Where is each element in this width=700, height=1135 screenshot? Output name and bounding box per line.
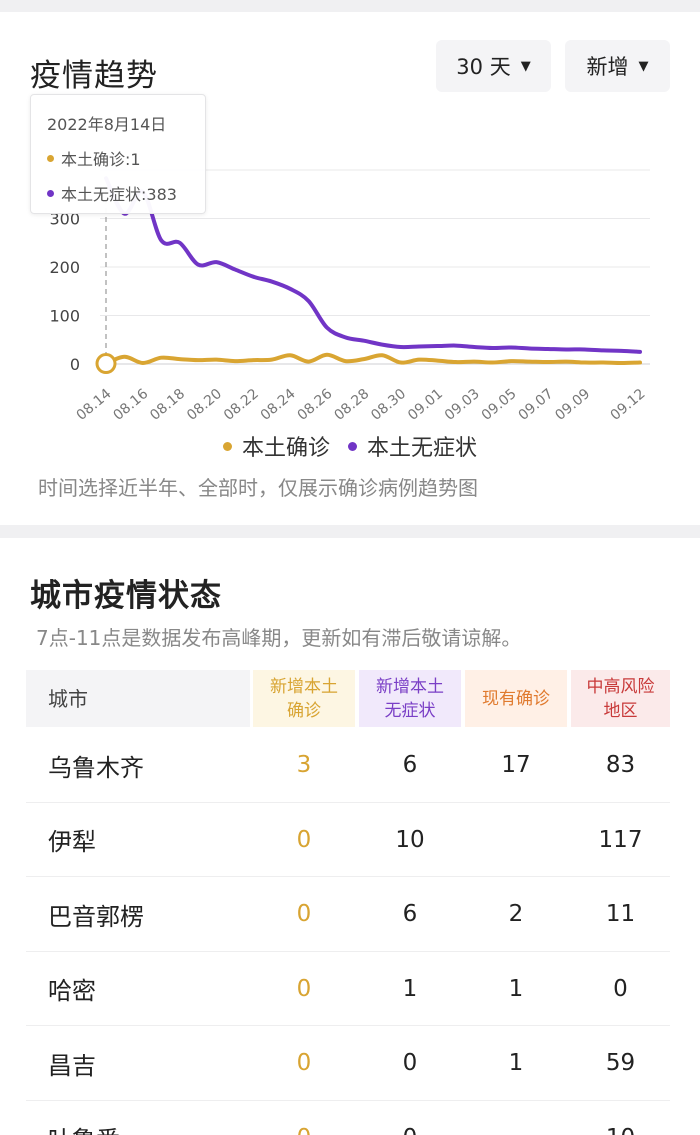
- x-tick-label: 08.26: [295, 386, 336, 424]
- y-tick-label: 100: [49, 307, 80, 326]
- table-row[interactable]: 吐鲁番 0 0 10: [26, 1101, 670, 1135]
- trend-note: 时间选择近半年、全部时，仅展示确诊病例趋势图: [38, 476, 478, 500]
- range-dropdown[interactable]: 30 天 ▼: [436, 40, 551, 92]
- current-confirmed-value: 17: [501, 752, 531, 778]
- city-name: 昌吉: [48, 1051, 96, 1080]
- tooltip-confirmed: 本土确诊:1: [61, 150, 141, 169]
- header-new-confirmed-label: 新增本土 确诊: [270, 676, 338, 721]
- y-tick-label: 300: [49, 210, 80, 229]
- x-tick-label: 09.12: [608, 386, 649, 424]
- chart-tooltip: 2022年8月14日 本土确诊:1 本土无症状:383: [30, 94, 206, 214]
- city-name: 伊犁: [48, 828, 96, 856]
- city-name: 哈密: [48, 977, 96, 1005]
- mode-dropdown[interactable]: 新增 ▼: [565, 40, 670, 92]
- x-tick-label: 08.18: [147, 386, 188, 424]
- x-tick-label: 09.01: [405, 386, 446, 424]
- x-tick-label: 08.30: [368, 386, 409, 424]
- new-confirmed-value: 0: [296, 901, 312, 927]
- city-note: 7点-11点是数据发布高峰期，更新如有滞后敬请谅解。: [36, 626, 522, 650]
- table-row[interactable]: 哈密 0 1 1 0: [26, 952, 670, 1026]
- x-tick-label: 09.05: [479, 386, 520, 424]
- highlight-point: [95, 353, 117, 375]
- new-asymptomatic-value: 1: [402, 975, 418, 1002]
- city-name: 巴音郭楞: [48, 902, 144, 931]
- x-tick-label: 09.03: [442, 386, 483, 424]
- current-confirmed-value: 2: [508, 901, 524, 927]
- header-new-confirmed[interactable]: 新增本土 确诊: [253, 670, 355, 727]
- table-header: 城市 新增本土 确诊 新增本土 无症状 现有确诊 中高风险 地区: [26, 670, 670, 727]
- table-row[interactable]: 昌吉 0 0 1 59: [26, 1026, 670, 1101]
- header-risk-areas-label: 中高风险 地区: [586, 676, 655, 721]
- new-confirmed-value: 3: [296, 752, 312, 778]
- risk-areas-value: 117: [598, 826, 643, 853]
- confirmed-dot-icon: [47, 154, 54, 162]
- y-tick-label: 200: [49, 258, 80, 277]
- mode-dropdown-label: 新增: [586, 55, 629, 79]
- x-tick-label: 08.14: [74, 386, 115, 424]
- chart-legend: 本土确诊 本土无症状: [0, 430, 700, 462]
- table-row[interactable]: 乌鲁木齐 3 6 17 83: [26, 728, 670, 803]
- table-row[interactable]: 伊犁 0 10 117: [26, 803, 670, 877]
- series-line-confirmed: [104, 352, 642, 366]
- risk-areas-value: 0: [613, 975, 628, 1002]
- new-confirmed-value: 0: [296, 1050, 312, 1076]
- risk-areas-value: 10: [571, 1101, 670, 1135]
- trend-card: 疫情趋势 30 天 ▼ 新增 ▼ 0 100 200 300 08.14 08.16 08.…: [0, 12, 700, 525]
- x-tick-label: 09.09: [552, 386, 593, 424]
- risk-areas-value: 83: [605, 752, 636, 778]
- caret-down-icon: ▼: [638, 58, 649, 74]
- header-current-confirmed[interactable]: 现有确诊: [465, 670, 567, 727]
- legend-dot-icon: [222, 441, 232, 451]
- x-tick-label: 08.22: [221, 386, 262, 424]
- x-tick-label: 08.28: [331, 386, 372, 424]
- header-new-asymptomatic[interactable]: 新增本土 无症状: [359, 670, 461, 727]
- tooltip-asymptomatic: 本土无症状:383: [61, 185, 177, 204]
- city-name: 乌鲁木齐: [48, 753, 144, 782]
- tooltip-date: 2022年8月14日: [47, 115, 167, 134]
- city-title: 城市疫情状态: [30, 578, 222, 614]
- x-tick-label: 09.07: [516, 386, 557, 424]
- legend-item-confirmed[interactable]: 本土确诊: [222, 430, 330, 462]
- city-name: 吐鲁番: [26, 1101, 250, 1135]
- new-asymptomatic-value: 6: [402, 752, 418, 778]
- trend-chart[interactable]: 0 100 200 300 08.1408.1608.1808.2008.2208.24…: [0, 12, 700, 432]
- new-asymptomatic-value: 0: [359, 1101, 461, 1135]
- risk-areas-value: 11: [605, 901, 636, 927]
- current-confirmed-value: 1: [508, 1050, 524, 1076]
- header-current-confirmed-label: 现有确诊: [482, 688, 550, 709]
- city-card: 城市疫情状态 7点-11点是数据发布高峰期，更新如有滞后敬请谅解。 城市 新增本…: [0, 538, 700, 1135]
- table-row[interactable]: 巴音郭楞 0 6 2 11: [26, 877, 670, 952]
- header-new-asymptomatic-label: 新增本土 无症状: [376, 676, 444, 721]
- legend-dot-icon: [348, 441, 357, 451]
- header-risk-areas[interactable]: 中高风险 地区: [571, 670, 670, 727]
- risk-areas-value: 59: [605, 1050, 636, 1076]
- legend-label: 本土确诊: [241, 436, 330, 461]
- city-table-body: 乌鲁木齐 3 6 17 83 伊犁 0 10 117 巴音郭楞 0 6 2 11…: [26, 728, 670, 1135]
- new-confirmed-value: 0: [296, 826, 312, 853]
- current-confirmed-value: 1: [508, 975, 524, 1002]
- current-confirmed-value: [465, 803, 567, 877]
- asymptomatic-dot-icon: [47, 189, 54, 197]
- x-tick-label: 08.24: [258, 386, 299, 424]
- x-tick-label: 08.16: [110, 386, 151, 424]
- x-tick-label: 08.20: [184, 386, 225, 424]
- range-dropdown-label: 30 天: [456, 55, 511, 79]
- series-line-asymptomatic: [104, 176, 642, 354]
- y-tick-label: 0: [70, 355, 80, 374]
- new-confirmed-value: 0: [253, 1101, 355, 1135]
- trend-title: 疫情趋势: [30, 58, 158, 94]
- new-asymptomatic-value: 6: [402, 901, 418, 927]
- caret-down-icon: ▼: [520, 58, 531, 74]
- new-asymptomatic-value: 10: [395, 826, 425, 853]
- new-confirmed-value: 0: [296, 975, 312, 1002]
- legend-item-asymptomatic[interactable]: 本土无症状: [348, 430, 477, 462]
- header-city: 城市: [26, 670, 250, 727]
- legend-label: 本土无症状: [367, 436, 478, 461]
- current-confirmed-value: [465, 1101, 567, 1135]
- new-asymptomatic-value: 0: [402, 1050, 418, 1076]
